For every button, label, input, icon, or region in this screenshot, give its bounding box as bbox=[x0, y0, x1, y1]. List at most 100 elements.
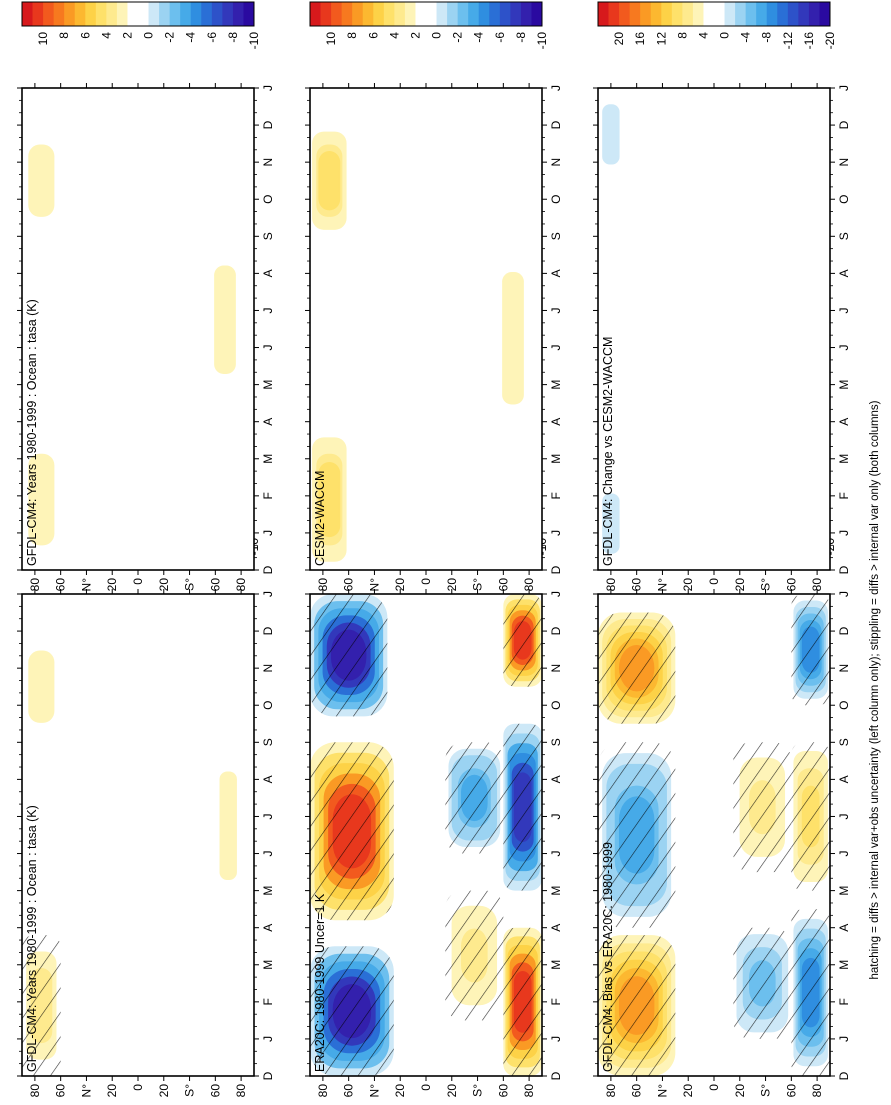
month-tick-label: N bbox=[261, 158, 275, 167]
panel-title: GFDL-CM4: Bias vs ERA20C: 1980-1999 bbox=[601, 842, 615, 1072]
colorbar-swatch bbox=[116, 2, 128, 26]
lat-tick-label: 20 bbox=[393, 578, 407, 592]
month-tick-label: F bbox=[261, 998, 275, 1005]
colorbar-swatch bbox=[478, 2, 490, 26]
month-tick-label: M bbox=[837, 960, 851, 970]
month-tick-label: S bbox=[261, 232, 275, 240]
month-tick-label: J bbox=[549, 813, 563, 819]
month-tick-label: D bbox=[549, 626, 563, 635]
colorbar-frame bbox=[597, 1, 831, 27]
colorbar-swatch bbox=[598, 2, 609, 26]
colorbar-swatch bbox=[415, 2, 427, 26]
hatch-region bbox=[445, 742, 504, 854]
lat-tick-label: 0 bbox=[419, 578, 433, 585]
colorbar-swatch bbox=[766, 2, 778, 26]
panel-bottom-left: D J F M A M J J A S O N D J 80 60 N° 20 0 20 S° 60 80 GFDL-CM4:… bbox=[593, 507, 851, 1098]
colorbar-label: 4 bbox=[387, 32, 401, 39]
lat-tick-label: 60 bbox=[208, 578, 222, 592]
colorbar-swatch bbox=[619, 2, 631, 26]
colorbar-swatch bbox=[169, 2, 181, 26]
lat-tick-label: S° bbox=[471, 1084, 485, 1097]
hatch-region bbox=[503, 723, 542, 891]
colorbar-label: 10 bbox=[324, 32, 338, 46]
colorbar-swatch bbox=[211, 2, 223, 26]
month-tick-label: M bbox=[837, 454, 851, 464]
lat-tick-label: 20 bbox=[393, 1084, 407, 1098]
month-tick-label: A bbox=[837, 775, 851, 783]
colorbar-swatch bbox=[232, 2, 244, 26]
month-tick-label: M bbox=[261, 454, 275, 464]
footnote: hatching = diffs > internal var+obs unce… bbox=[869, 400, 881, 979]
lat-tick-label: N° bbox=[655, 1084, 669, 1098]
colorbar-label: 10 bbox=[36, 32, 50, 46]
month-tick-label: A bbox=[261, 775, 275, 783]
colorbar-label: 8 bbox=[675, 32, 689, 39]
lat-tick-label: 0 bbox=[707, 578, 721, 585]
month-tick-label: A bbox=[261, 924, 275, 932]
hatch-region bbox=[733, 742, 792, 873]
colorbar-label: 0 bbox=[142, 32, 156, 39]
lat-tick-label: 60 bbox=[496, 1084, 510, 1098]
colorbar-swatch bbox=[243, 2, 255, 26]
lat-tick-label: 80 bbox=[604, 578, 618, 592]
month-tick-label: J bbox=[549, 1036, 563, 1042]
heat-blob bbox=[217, 284, 233, 355]
month-tick-label: N bbox=[549, 664, 563, 673]
month-tick-label: M bbox=[261, 380, 275, 390]
colorbar-label: 8 bbox=[57, 32, 71, 39]
hatch-region bbox=[310, 946, 394, 1076]
heat-field bbox=[22, 594, 254, 1076]
month-tick-label: D bbox=[549, 1071, 563, 1080]
month-tick-label: O bbox=[837, 701, 851, 710]
colorbar-swatch bbox=[32, 2, 44, 26]
month-tick-label: J bbox=[549, 307, 563, 313]
month-tick-label: M bbox=[549, 454, 563, 464]
month-tick-label: O bbox=[261, 701, 275, 710]
lat-tick-label: S° bbox=[759, 1084, 773, 1097]
hatch-region bbox=[598, 935, 676, 1076]
lat-tick-label: 60 bbox=[630, 578, 644, 592]
lat-tick-label: 80 bbox=[316, 1084, 330, 1098]
hatch-region bbox=[310, 742, 394, 921]
colorbar-swatch bbox=[222, 2, 234, 26]
colorbar-label: 8 bbox=[345, 32, 359, 39]
colorbar-swatch bbox=[383, 2, 395, 26]
lat-tick-label: 60 bbox=[342, 1084, 356, 1098]
month-tick-label: J bbox=[261, 1036, 275, 1042]
colorbar-label: -2 bbox=[163, 32, 177, 43]
heat-blob bbox=[320, 157, 339, 204]
lat-tick-label: 60 bbox=[630, 1084, 644, 1098]
colorbar-swatch bbox=[436, 2, 448, 26]
heat-background bbox=[598, 88, 830, 570]
colorbar-swatch bbox=[404, 2, 416, 26]
heat-blob bbox=[222, 790, 235, 861]
heat-blob bbox=[32, 663, 51, 710]
colorbar-swatch bbox=[373, 2, 385, 26]
colorbar-swatch bbox=[53, 2, 65, 26]
lat-tick-label: N° bbox=[655, 578, 669, 592]
colorbar-swatch bbox=[650, 2, 662, 26]
month-tick-label: J bbox=[837, 307, 851, 313]
colorbar-swatch bbox=[735, 2, 747, 26]
lat-tick-label: 60 bbox=[496, 578, 510, 592]
hatch-region bbox=[598, 612, 676, 724]
colorbar-swatch bbox=[22, 2, 33, 26]
lat-tick-label: 20 bbox=[733, 1084, 747, 1098]
colorbar-swatch bbox=[787, 2, 799, 26]
panel-title: CESM2-WACCM bbox=[313, 471, 327, 566]
heat-field bbox=[310, 88, 542, 570]
heat-blob bbox=[505, 295, 521, 381]
hatch-region bbox=[310, 594, 388, 717]
lat-tick-label: N° bbox=[79, 1084, 93, 1098]
colorbar-label: -16 bbox=[802, 32, 816, 50]
colorbar-swatch bbox=[671, 2, 683, 26]
colorbar-label: 20 bbox=[612, 32, 626, 46]
colorbar-swatch bbox=[310, 2, 321, 26]
lat-tick-label: 60 bbox=[342, 578, 356, 592]
colorbar-frame bbox=[309, 1, 543, 27]
hatch-region bbox=[791, 909, 830, 1076]
month-tick-label: S bbox=[549, 232, 563, 240]
colorbar-label: -6 bbox=[493, 32, 507, 43]
lat-tick-label: 60 bbox=[208, 1084, 222, 1098]
